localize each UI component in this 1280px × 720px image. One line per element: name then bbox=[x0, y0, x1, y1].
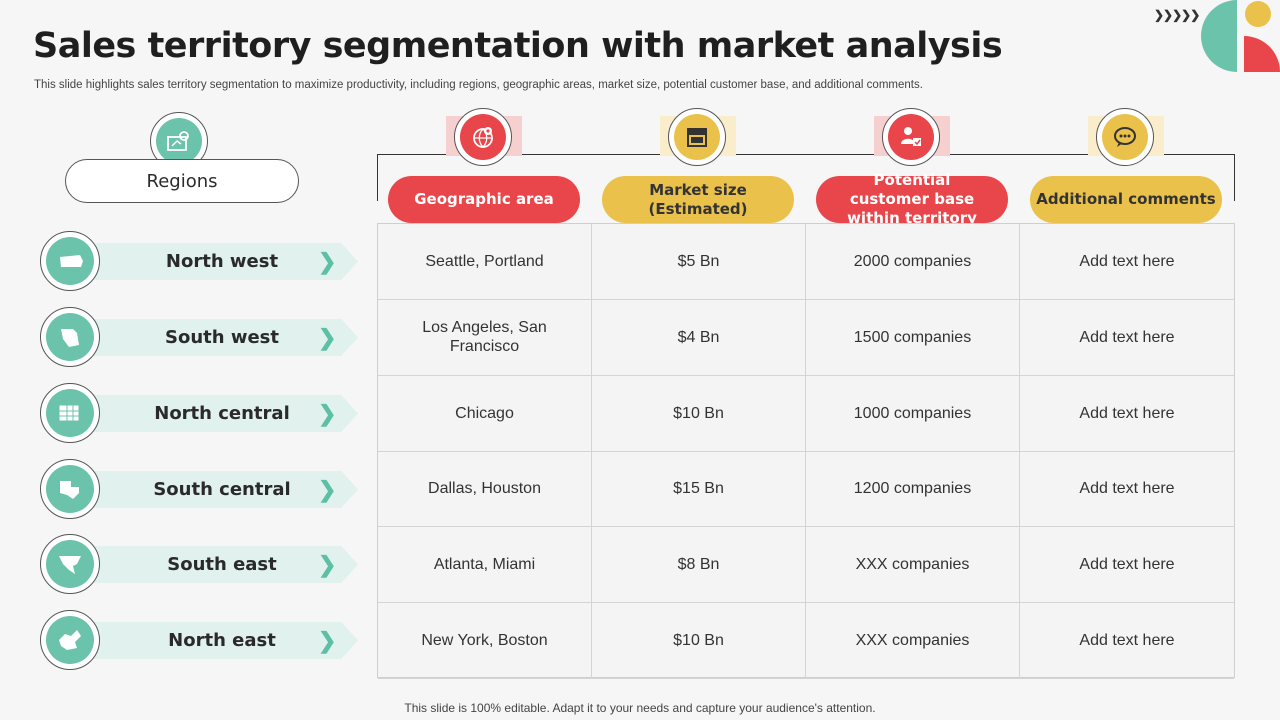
table-cell: Chicago bbox=[378, 375, 592, 451]
regions-header: Regions bbox=[65, 159, 299, 203]
region-label: North west bbox=[165, 251, 279, 272]
chevrons-decoration: ❯❯❯❯❯ bbox=[1154, 8, 1200, 22]
region-row: South east ❯ bbox=[40, 534, 358, 594]
table-cell: $5 Bn bbox=[592, 224, 806, 299]
region-bar bbox=[80, 243, 358, 280]
region-icon-circle bbox=[40, 231, 100, 291]
region-label: South west bbox=[165, 327, 279, 348]
table-cell: $10 Bn bbox=[592, 603, 806, 678]
region-label: South central bbox=[153, 479, 291, 500]
region-icon-circle bbox=[40, 610, 100, 670]
table-cell: Los Angeles, San Francisco bbox=[378, 299, 592, 375]
table-cell: Add text here bbox=[1079, 253, 1175, 270]
table-cell: Add text here bbox=[1079, 480, 1175, 498]
map-pin-icon bbox=[167, 131, 189, 151]
table-cell: Atlanta, Miami bbox=[378, 527, 592, 603]
region-row: North central ❯ bbox=[40, 383, 358, 443]
region-icon-circle bbox=[40, 534, 100, 594]
table-row: Dallas, Houston $15 Bn 1200 companies Add t… bbox=[378, 451, 1234, 528]
segmentation-table: Seattle, Portland $5 Bn 2000 companies Add … bbox=[377, 223, 1235, 679]
region-icon-circle bbox=[40, 383, 100, 443]
region-bar bbox=[80, 622, 358, 659]
table-cell: 2000 companies bbox=[806, 224, 1020, 299]
table-cell: 1200 companies bbox=[806, 451, 1020, 527]
region-row: North east ❯ bbox=[40, 610, 358, 670]
table-row: Chicago $10 Bn 1000 companies Add text here bbox=[378, 375, 1234, 452]
region-bar bbox=[80, 395, 358, 432]
region-row: North west ❯ bbox=[40, 231, 358, 291]
globe-pin-icon bbox=[473, 127, 493, 148]
table-cell: $15 Bn bbox=[592, 451, 806, 527]
region-bar bbox=[80, 471, 358, 508]
table-cell: Add text here bbox=[1079, 328, 1175, 346]
page-subtitle: This slide highlights sales territory se… bbox=[34, 79, 923, 91]
table-cell: $8 Bn bbox=[592, 527, 806, 603]
southcentral-map-icon bbox=[60, 481, 79, 499]
table-cell: Add text here bbox=[1079, 404, 1175, 422]
table-cell: XXX companies bbox=[806, 603, 1020, 678]
region-label: North east bbox=[168, 630, 276, 651]
table-row: Atlanta, Miami $8 Bn XXX companies Add text… bbox=[378, 527, 1234, 604]
customer-icon bbox=[901, 127, 921, 146]
region-icon-circle bbox=[40, 307, 100, 367]
table-cell: XXX companies bbox=[806, 527, 1020, 603]
region-bar bbox=[80, 319, 358, 356]
market-size-icon-wrap bbox=[658, 108, 738, 168]
chevron-right-icon: ❯ bbox=[318, 324, 337, 350]
table-cell: 1000 companies bbox=[806, 375, 1020, 451]
region-bar bbox=[80, 546, 358, 583]
comments-icon-wrap bbox=[1086, 108, 1166, 168]
region-icon-circle bbox=[40, 459, 100, 519]
region-row: South west ❯ bbox=[40, 307, 358, 367]
table-cell: 1500 companies bbox=[806, 299, 1020, 375]
storefront-icon bbox=[687, 128, 707, 147]
chevron-right-icon: ❯ bbox=[318, 400, 337, 426]
region-label: South east bbox=[167, 554, 277, 575]
table-row: Seattle, Portland $5 Bn 2000 companies Add … bbox=[378, 224, 1234, 300]
northeast-map-icon bbox=[59, 630, 81, 650]
table-cell: $10 Bn bbox=[592, 375, 806, 451]
table-cell: Seattle, Portland bbox=[378, 224, 592, 299]
footer-note: This slide is 100% editable. Adapt it to… bbox=[404, 701, 876, 715]
table-cell: Add text here bbox=[1079, 632, 1175, 649]
column-header-geographic-area: Geographic area bbox=[388, 176, 580, 223]
northwest-map-icon bbox=[60, 255, 83, 267]
customer-base-icon-wrap bbox=[872, 108, 952, 168]
column-header-market-size: Market size (Estimated) bbox=[602, 176, 794, 223]
column-header-additional-comments: Additional comments bbox=[1030, 176, 1222, 223]
geographic-area-icon-wrap bbox=[444, 108, 524, 168]
southeast-map-icon bbox=[59, 556, 81, 574]
chevron-right-icon: ❯ bbox=[318, 248, 337, 274]
table-cell: New York, Boston bbox=[378, 603, 592, 678]
table-cell: $4 Bn bbox=[592, 299, 806, 375]
chevron-right-icon: ❯ bbox=[318, 476, 337, 502]
chevron-right-icon: ❯ bbox=[318, 627, 337, 653]
northcentral-map-icon bbox=[58, 404, 80, 422]
chevron-right-icon: ❯ bbox=[318, 551, 337, 577]
header-bracket bbox=[377, 154, 1235, 201]
column-header-customer-base: Potential customer base within territory bbox=[816, 171, 1008, 227]
chat-bubble-icon bbox=[1114, 127, 1136, 147]
southwest-map-icon bbox=[61, 329, 79, 347]
page-title: Sales territory segmentation with market… bbox=[33, 26, 1003, 66]
table-row: New York, Boston $10 Bn XXX companies Add t… bbox=[378, 603, 1234, 679]
region-label: North central bbox=[154, 403, 290, 424]
region-row: South central ❯ bbox=[40, 459, 358, 519]
table-row: Los Angeles, San Francisco $4 Bn 1500 comp… bbox=[378, 299, 1234, 376]
table-cell: Add text here bbox=[1079, 556, 1175, 574]
corner-shapes-decoration bbox=[1201, 0, 1280, 72]
table-cell: Dallas, Houston bbox=[378, 451, 592, 527]
